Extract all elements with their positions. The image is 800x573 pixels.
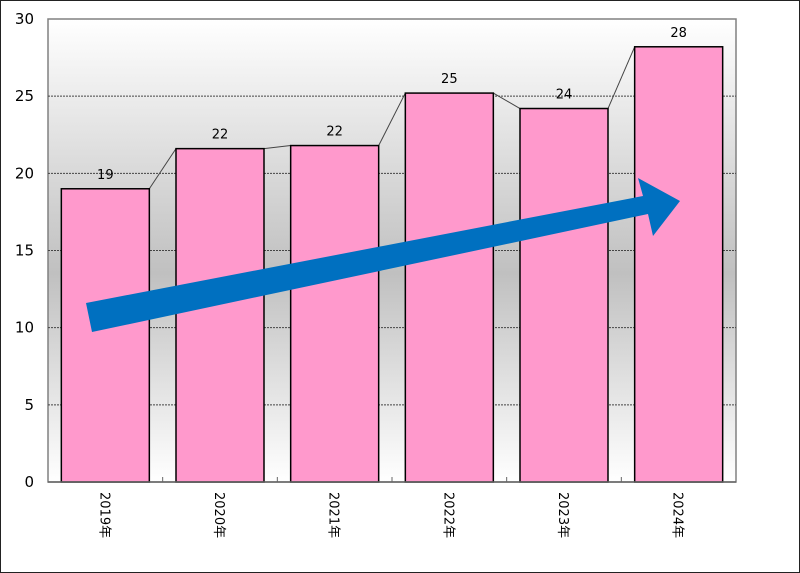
connector-line (263, 145, 291, 150)
data-label: 19 (97, 168, 114, 183)
y-axis: 0 5 10 15 20 25 30 (15, 10, 34, 491)
data-label: 25 (441, 72, 458, 87)
x-tick-label: 2021年 (326, 492, 341, 538)
y-tick-label: 30 (15, 10, 34, 28)
y-tick-label: 20 (15, 164, 34, 182)
data-label: 22 (212, 128, 229, 143)
bar (60, 188, 151, 483)
x-tick-label: 2020年 (211, 492, 226, 538)
y-tick-label: 5 (24, 396, 34, 414)
connector-line (378, 92, 406, 146)
connector-line (607, 46, 636, 109)
x-tick-label: 2024年 (670, 492, 685, 538)
y-tick-label: 25 (15, 87, 34, 105)
data-labels: 19 22 22 25 24 28 (97, 26, 687, 183)
x-tick-label: 2022年 (440, 492, 455, 538)
data-label: 22 (326, 125, 343, 140)
y-tick-label: 10 (15, 319, 34, 337)
bar (519, 107, 609, 483)
data-label: 28 (670, 26, 687, 41)
gridlines (48, 95, 736, 406)
y-tick-label: 0 (24, 473, 34, 491)
trend-arrow-icon (86, 178, 680, 332)
x-tick-label: 2023年 (555, 492, 570, 538)
data-label: 24 (556, 88, 573, 103)
bar (175, 147, 265, 483)
x-axis: 2019年 2020年 2021年 2022年 2023年 2024年 (48, 477, 736, 538)
connector-line (148, 148, 177, 190)
connector-lines (148, 46, 636, 190)
x-tick-label: 2019年 (96, 492, 111, 538)
y-tick-label: 15 (15, 242, 34, 260)
bar (404, 92, 495, 483)
connector-line (493, 92, 521, 109)
bar (289, 144, 380, 483)
bar (633, 46, 724, 483)
